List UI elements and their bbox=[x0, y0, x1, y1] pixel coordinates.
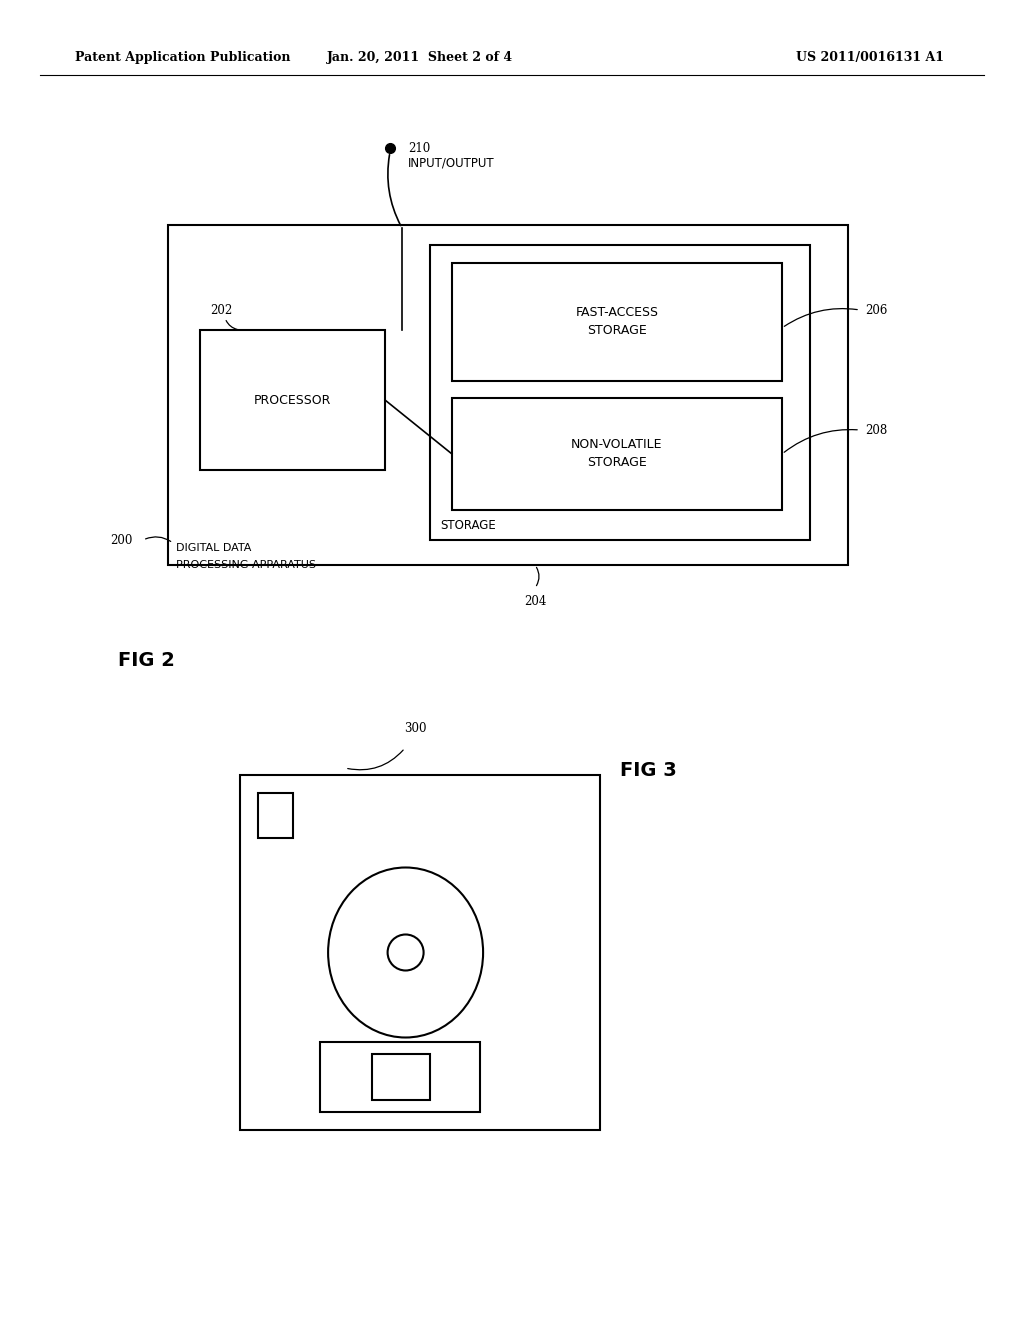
Text: DIGITAL DATA: DIGITAL DATA bbox=[176, 543, 251, 553]
Text: 210: 210 bbox=[408, 141, 430, 154]
Bar bbox=[200, 330, 385, 470]
Text: FAST-ACCESS
STORAGE: FAST-ACCESS STORAGE bbox=[575, 306, 658, 338]
Text: FIG 2: FIG 2 bbox=[118, 651, 175, 669]
Bar bbox=[430, 246, 810, 540]
Bar bbox=[258, 793, 293, 838]
Text: 206: 206 bbox=[865, 304, 888, 317]
Bar bbox=[168, 224, 848, 565]
Bar bbox=[452, 263, 782, 381]
Text: Patent Application Publication: Patent Application Publication bbox=[75, 51, 291, 65]
Circle shape bbox=[388, 935, 424, 970]
Text: NON-VOLATILE
STORAGE: NON-VOLATILE STORAGE bbox=[571, 438, 663, 470]
Text: 204: 204 bbox=[524, 595, 546, 609]
Bar bbox=[452, 399, 782, 510]
Bar bbox=[372, 1053, 430, 1100]
Text: STORAGE: STORAGE bbox=[440, 519, 496, 532]
Bar bbox=[240, 775, 600, 1130]
Text: 300: 300 bbox=[403, 722, 426, 735]
Text: PROCESSING APPARATUS: PROCESSING APPARATUS bbox=[176, 560, 316, 570]
Text: Jan. 20, 2011  Sheet 2 of 4: Jan. 20, 2011 Sheet 2 of 4 bbox=[327, 51, 513, 65]
Text: 208: 208 bbox=[865, 424, 887, 437]
Ellipse shape bbox=[328, 867, 483, 1038]
Text: 200: 200 bbox=[111, 533, 133, 546]
Text: US 2011/0016131 A1: US 2011/0016131 A1 bbox=[796, 51, 944, 65]
Bar bbox=[319, 1041, 480, 1111]
Text: 202: 202 bbox=[210, 304, 232, 317]
Text: INPUT/OUTPUT: INPUT/OUTPUT bbox=[408, 157, 495, 169]
Text: PROCESSOR: PROCESSOR bbox=[254, 393, 331, 407]
Text: FIG 3: FIG 3 bbox=[620, 760, 677, 780]
